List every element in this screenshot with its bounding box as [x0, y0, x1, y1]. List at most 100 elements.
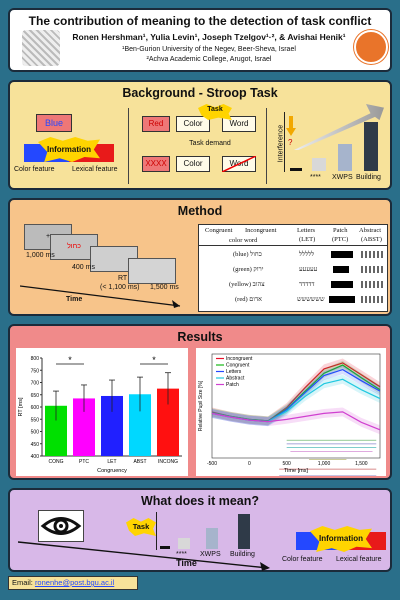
bar: [45, 405, 67, 456]
y-tick-label: 500: [31, 430, 40, 436]
meaning-time-label: Time: [176, 558, 197, 568]
meaning-bar-building: [238, 514, 250, 549]
table-row-patch: [331, 281, 353, 288]
y-tick-label: 600: [31, 405, 40, 411]
x-axis-label: Time [ms]: [284, 468, 308, 474]
task-burst: [126, 518, 156, 536]
th-patch: Patch: [333, 227, 348, 234]
email-footer: Email: ronenhe@post.bgu.ac.il: [8, 576, 138, 590]
series-band: [212, 407, 380, 435]
information-burst: Information: [24, 137, 114, 162]
affiliation-2: ²Achva Academic College, Arugot, Israel: [146, 56, 272, 63]
bar-building: [364, 122, 378, 171]
x-tick-label: 1,000: [318, 461, 331, 467]
plot-frame: [211, 353, 381, 459]
x-tick-label: CONG: [49, 459, 64, 465]
y-axis-label: RT [ms]: [18, 397, 24, 417]
y-tick-label: 650: [31, 393, 40, 399]
legend-label: Incongruent: [226, 356, 253, 362]
stars-label: ****: [310, 174, 321, 181]
information-label: Information: [47, 145, 91, 154]
series-band: [212, 374, 380, 427]
meaning-info-burst: Information: [296, 526, 386, 552]
meaning-color-feature: Color feature: [282, 556, 323, 563]
x-tick-label: INCONG: [158, 459, 178, 465]
college-logo: [354, 30, 388, 64]
background-title: Background - Stroop Task: [122, 86, 278, 100]
task-demand-label: Task demand: [189, 140, 231, 147]
word-task-box: Word: [222, 116, 256, 132]
bar-stars: [312, 158, 326, 171]
y-tick-label: 550: [31, 417, 40, 423]
y-tick-label: 750: [31, 368, 40, 374]
bar-xwps: [338, 144, 352, 171]
meaning-lexical-feature: Lexical feature: [336, 556, 382, 563]
table-row-letters: שששששש: [297, 296, 325, 303]
bar: [157, 388, 179, 456]
time-400: 400 ms: [72, 264, 95, 271]
series-band: [212, 365, 380, 427]
table-row-abstract: [361, 251, 383, 258]
xwps-label: XWPS: [332, 174, 353, 181]
meaning-info-label: Information: [319, 534, 363, 543]
x-tick-label: 1,500: [355, 461, 368, 467]
color-task-box-2: Color: [176, 156, 210, 172]
table-row-abstract: [361, 281, 383, 288]
table-row-abstract: [361, 266, 383, 273]
meaning-panel: What does it mean? Task **** XWPS Buildi…: [8, 488, 392, 572]
series-line: [211, 411, 381, 431]
pupil-line-chart: -500 0 500 1,000 1,500 IncongruentCongruentLe…: [196, 348, 386, 476]
th-letters-abbr: (LET): [299, 236, 316, 243]
results-panel: Results 400 450 500 550 600 650 700 750 800 CONG P…: [8, 324, 392, 480]
th-patch-abbr: (PTC): [332, 236, 349, 243]
divider-right: [266, 108, 267, 184]
bar: [73, 398, 95, 456]
table-row-letters: עעעעע: [299, 266, 318, 273]
meaning-building-label: Building: [230, 551, 255, 558]
meaning-bar-xwps: [206, 528, 218, 549]
series-band: [212, 360, 380, 426]
eye-icon: [38, 510, 84, 542]
meaning-bar-stars: [178, 538, 190, 549]
stimuli-table: Congruent Incongruent color word Letters…: [198, 224, 388, 312]
time-1000: 1,000 ms: [26, 252, 55, 259]
method-title: Method: [177, 204, 223, 218]
meaning-time-arrow: [18, 541, 270, 571]
x-axis-label: Congruency: [97, 468, 127, 474]
table-row-patch: [329, 296, 355, 303]
meaning-xwps-label: XWPS: [200, 551, 221, 558]
time-label: Time: [66, 296, 83, 303]
task-burst: [198, 104, 232, 120]
interference-y-axis: [284, 112, 285, 172]
building-label: Building: [356, 174, 381, 181]
color-task-box: Color: [176, 116, 210, 132]
legend-label: Congruent: [226, 363, 250, 369]
bar-baseline: [290, 168, 302, 171]
x-tick-label: ABST: [133, 459, 146, 465]
question-mark: ?: [288, 138, 293, 147]
table-row-letters: דדדדד: [299, 281, 315, 288]
page-title: The contribution of meaning to the detec…: [28, 14, 372, 28]
divider-left: [128, 108, 129, 184]
task-label: Task: [132, 522, 150, 531]
rt-limit: (< 1,100 ms): [100, 284, 140, 291]
table-row-patch: [331, 251, 353, 258]
word-crossed-line: [222, 156, 256, 172]
time-arrow: [20, 285, 181, 308]
x-tick-label: LET: [107, 459, 116, 465]
x-tick-label: 0: [248, 461, 251, 467]
y-tick-label: 700: [31, 381, 40, 387]
sig-star: *: [152, 355, 156, 365]
bar: [101, 395, 123, 456]
table-header-rule: [199, 245, 387, 246]
table-row-word: (green) ירוק: [233, 266, 264, 273]
email-link[interactable]: ronenhe@post.bgu.ac.il: [34, 578, 115, 587]
stimulus-blue-word: Blue: [36, 114, 72, 132]
task-label: Task: [207, 106, 223, 113]
meaning-y-axis: [156, 512, 157, 550]
meaning-title: What does it mean?: [140, 494, 260, 508]
th-abstract: Abstract: [359, 227, 382, 234]
color-feature-label: Color feature: [14, 166, 55, 173]
stimulus-red-word: Red: [142, 116, 170, 132]
table-row-abstract: [361, 296, 385, 303]
